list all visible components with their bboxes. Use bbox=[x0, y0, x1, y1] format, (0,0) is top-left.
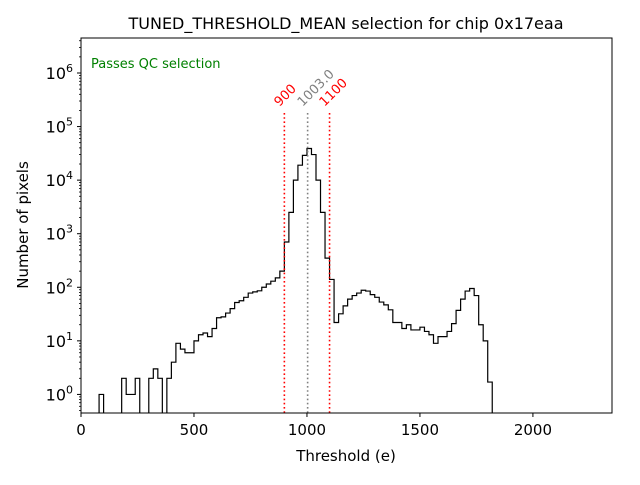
x-tick-label: 1500 bbox=[401, 421, 439, 439]
plot-frame bbox=[80, 37, 613, 414]
y-tick-label: 101 bbox=[46, 330, 73, 351]
x-tick-label: 2000 bbox=[514, 421, 552, 439]
x-tick-label: 1000 bbox=[288, 421, 326, 439]
x-tick-label: 500 bbox=[180, 421, 209, 439]
chart-title: TUNED_THRESHOLD_MEAN selection for chip … bbox=[127, 14, 563, 34]
x-axis-ticks: 0 500 1000 1500 2000 bbox=[76, 413, 552, 439]
x-tick-label: 0 bbox=[76, 421, 86, 439]
qc-annotation: Passes QC selection bbox=[91, 57, 221, 72]
y-tick-label: 102 bbox=[46, 276, 73, 297]
y-tick-label: 104 bbox=[46, 169, 73, 190]
y-tick-label: 106 bbox=[46, 62, 73, 83]
y-tick-label: 103 bbox=[46, 223, 73, 244]
y-tick-label: 100 bbox=[46, 383, 73, 404]
y-tick-label: 105 bbox=[46, 116, 73, 137]
x-axis-label: Threshold (e) bbox=[295, 447, 396, 465]
histogram-steps bbox=[98, 147, 493, 413]
y-axis-ticks: 100 101 102 103 104 105 106 bbox=[46, 40, 81, 411]
y-axis-label: Number of pixels bbox=[14, 161, 32, 289]
